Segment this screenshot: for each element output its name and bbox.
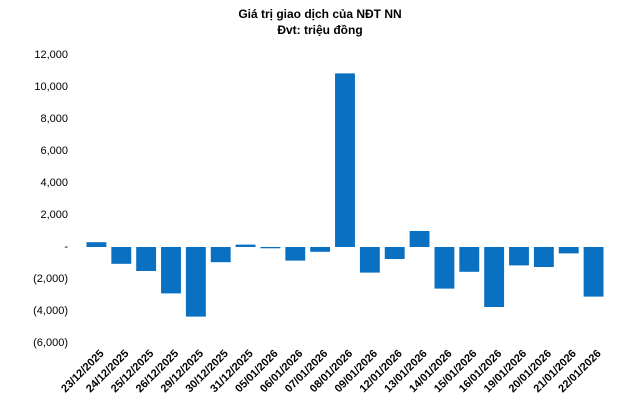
bar [335, 73, 355, 248]
bar [359, 247, 380, 273]
bar [86, 242, 107, 247]
bar [484, 247, 505, 307]
y-tick-label: (2,000) [33, 273, 68, 285]
y-tick-label: 12,000 [34, 49, 68, 61]
bar [409, 231, 430, 247]
y-tick-label: (6,000) [33, 337, 68, 349]
y-tick-label: 10,000 [34, 81, 68, 93]
chart-title: Giá trị giao dịch của NĐT NN [238, 7, 401, 21]
y-tick-label: 4,000 [40, 177, 68, 189]
chart-subtitle: Đvt: triệu đồng [277, 23, 362, 37]
bar [185, 247, 206, 317]
bar [285, 247, 306, 261]
bar [533, 247, 554, 267]
y-tick-label: (4,000) [33, 305, 68, 317]
bar [136, 247, 157, 271]
bar [384, 247, 405, 259]
bar [111, 247, 132, 264]
y-tick-label: 8,000 [40, 113, 68, 125]
bar [161, 247, 181, 294]
y-tick-label: - [64, 241, 68, 253]
bar [459, 247, 480, 272]
bar [434, 247, 455, 289]
y-tick-label: 6,000 [40, 145, 68, 157]
y-tick-label: 2,000 [40, 209, 68, 221]
bar [509, 247, 529, 266]
bar [235, 244, 256, 247]
bar [583, 247, 604, 297]
bar [558, 247, 579, 254]
bar [260, 247, 281, 249]
bar [210, 247, 231, 263]
bar [310, 247, 331, 252]
